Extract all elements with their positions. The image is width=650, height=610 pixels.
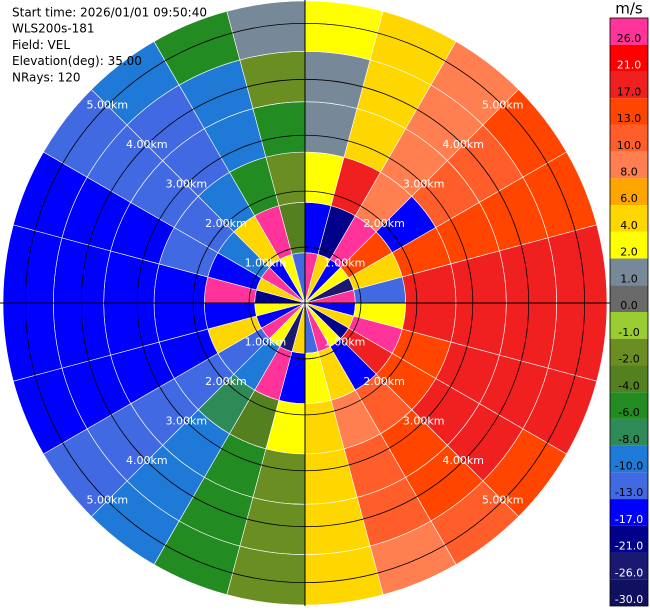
range-ring-label: 1.00km [324,336,366,349]
colorbar-tick-label: -21.0 [615,540,643,553]
colorbar-tick-label: -4.0 [618,379,639,392]
colorbar-segment [610,205,648,232]
colorbar-segment [610,71,648,99]
colorbar-segment [610,18,648,45]
range-ring-label: 4.00km [126,454,168,467]
colorbar-segment [610,365,648,393]
colorbar-segment [610,525,648,553]
colorbar-segment [610,338,648,366]
range-ring-label: 5.00km [482,98,524,111]
range-ring-label: 2.00km [205,217,247,230]
colorbar-segment [610,552,648,580]
range-ring-label: 3.00km [403,415,445,428]
colorbar-segment [610,579,648,606]
colorbar-tick-label: -17.0 [615,513,643,526]
colorbar-segment [610,98,648,125]
colorbar-tick-label: -10.0 [615,459,643,472]
range-ring-label: 4.00km [126,138,168,151]
colorbar-segment [610,312,648,339]
range-ring-label: 2.00km [363,217,405,230]
colorbar-tick-label: 6.0 [620,192,638,205]
colorbar-tick-label: 4.0 [620,219,638,232]
info-line: WLS200s-181 [12,22,95,36]
colorbar-title: m/s [615,0,643,18]
colorbar-segment [610,285,648,312]
colorbar-tick-label: 1.0 [620,272,638,285]
colorbar-tick-label: 0.0 [620,299,638,312]
colorbar-tick-label: 26.0 [617,32,642,45]
velocity-cell [304,0,384,61]
colorbar-tick-label: 8.0 [620,165,638,178]
range-ring-label: 1.00km [245,336,287,349]
velocity-cell [2,224,63,304]
colorbar-segment [610,44,648,72]
range-ring-label: 3.00km [403,177,445,190]
colorbar-tick-label: -26.0 [615,566,643,579]
colorbar-tick-label: 13.0 [617,112,642,125]
range-ring-label: 1.00km [245,256,287,269]
info-line: Elevation(deg): 35.00 [12,54,142,68]
info-line: Field: VEL [12,38,70,52]
colorbar-tick-label: 17.0 [617,85,642,98]
range-ring-label: 4.00km [442,454,484,467]
colorbar-segment [610,258,648,286]
range-ring-label: 5.00km [86,98,128,111]
colorbar-segment [610,231,648,259]
velocity-cell [304,545,384,606]
range-ring-label: 5.00km [86,494,128,507]
range-ring-label: 3.00km [166,415,208,428]
colorbar-frame [609,17,649,607]
colorbar-tick-label: 2.0 [620,246,638,259]
info-line: NRays: 120 [12,70,81,84]
range-ring-label: 5.00km [482,494,524,507]
velocity-cell [226,545,306,606]
range-ring-label: 3.00km [166,177,208,190]
velocity-cell [2,302,63,382]
range-ring-label: 2.00km [363,375,405,388]
range-ring-label: 4.00km [442,138,484,151]
colorbar-tick-label: -13.0 [615,486,643,499]
colorbar-segment [610,472,648,500]
colorbar-tick-label: 10.0 [617,139,642,152]
colorbar-segment [610,418,648,446]
colorbar-segment [610,151,648,179]
colorbar-tick-label: -30.0 [615,593,643,606]
velocity-cell [547,302,608,382]
colorbar-tick-label: -6.0 [618,406,639,419]
velocity-cell [226,0,306,61]
colorbar-tick-label: 21.0 [617,59,642,72]
range-ring-label: 1.00km [324,256,366,269]
colorbar-tick-label: -1.0 [618,326,639,339]
info-block: Start time: 2026/01/01 09:50:40 WLS200s-1… [12,6,207,85]
colorbar-tick-label: -2.0 [618,353,639,366]
velocity-cell [547,224,608,304]
field [2,0,608,606]
range-ring-label: 2.00km [205,375,247,388]
colorbar: 26.0 21.0 17.0 13.0 10.0 8.0 6.0 4.0 2.0 1.0 0.0 -1… [609,17,649,607]
colorbar-segment [610,124,648,152]
colorbar-segment [610,392,648,419]
colorbar-segment [610,499,648,526]
colorbar-segment [610,178,648,206]
info-line: Start time: 2026/01/01 09:50:40 [12,6,207,20]
colorbar-tick-label: -8.0 [618,433,639,446]
colorbar-segment [610,445,648,473]
